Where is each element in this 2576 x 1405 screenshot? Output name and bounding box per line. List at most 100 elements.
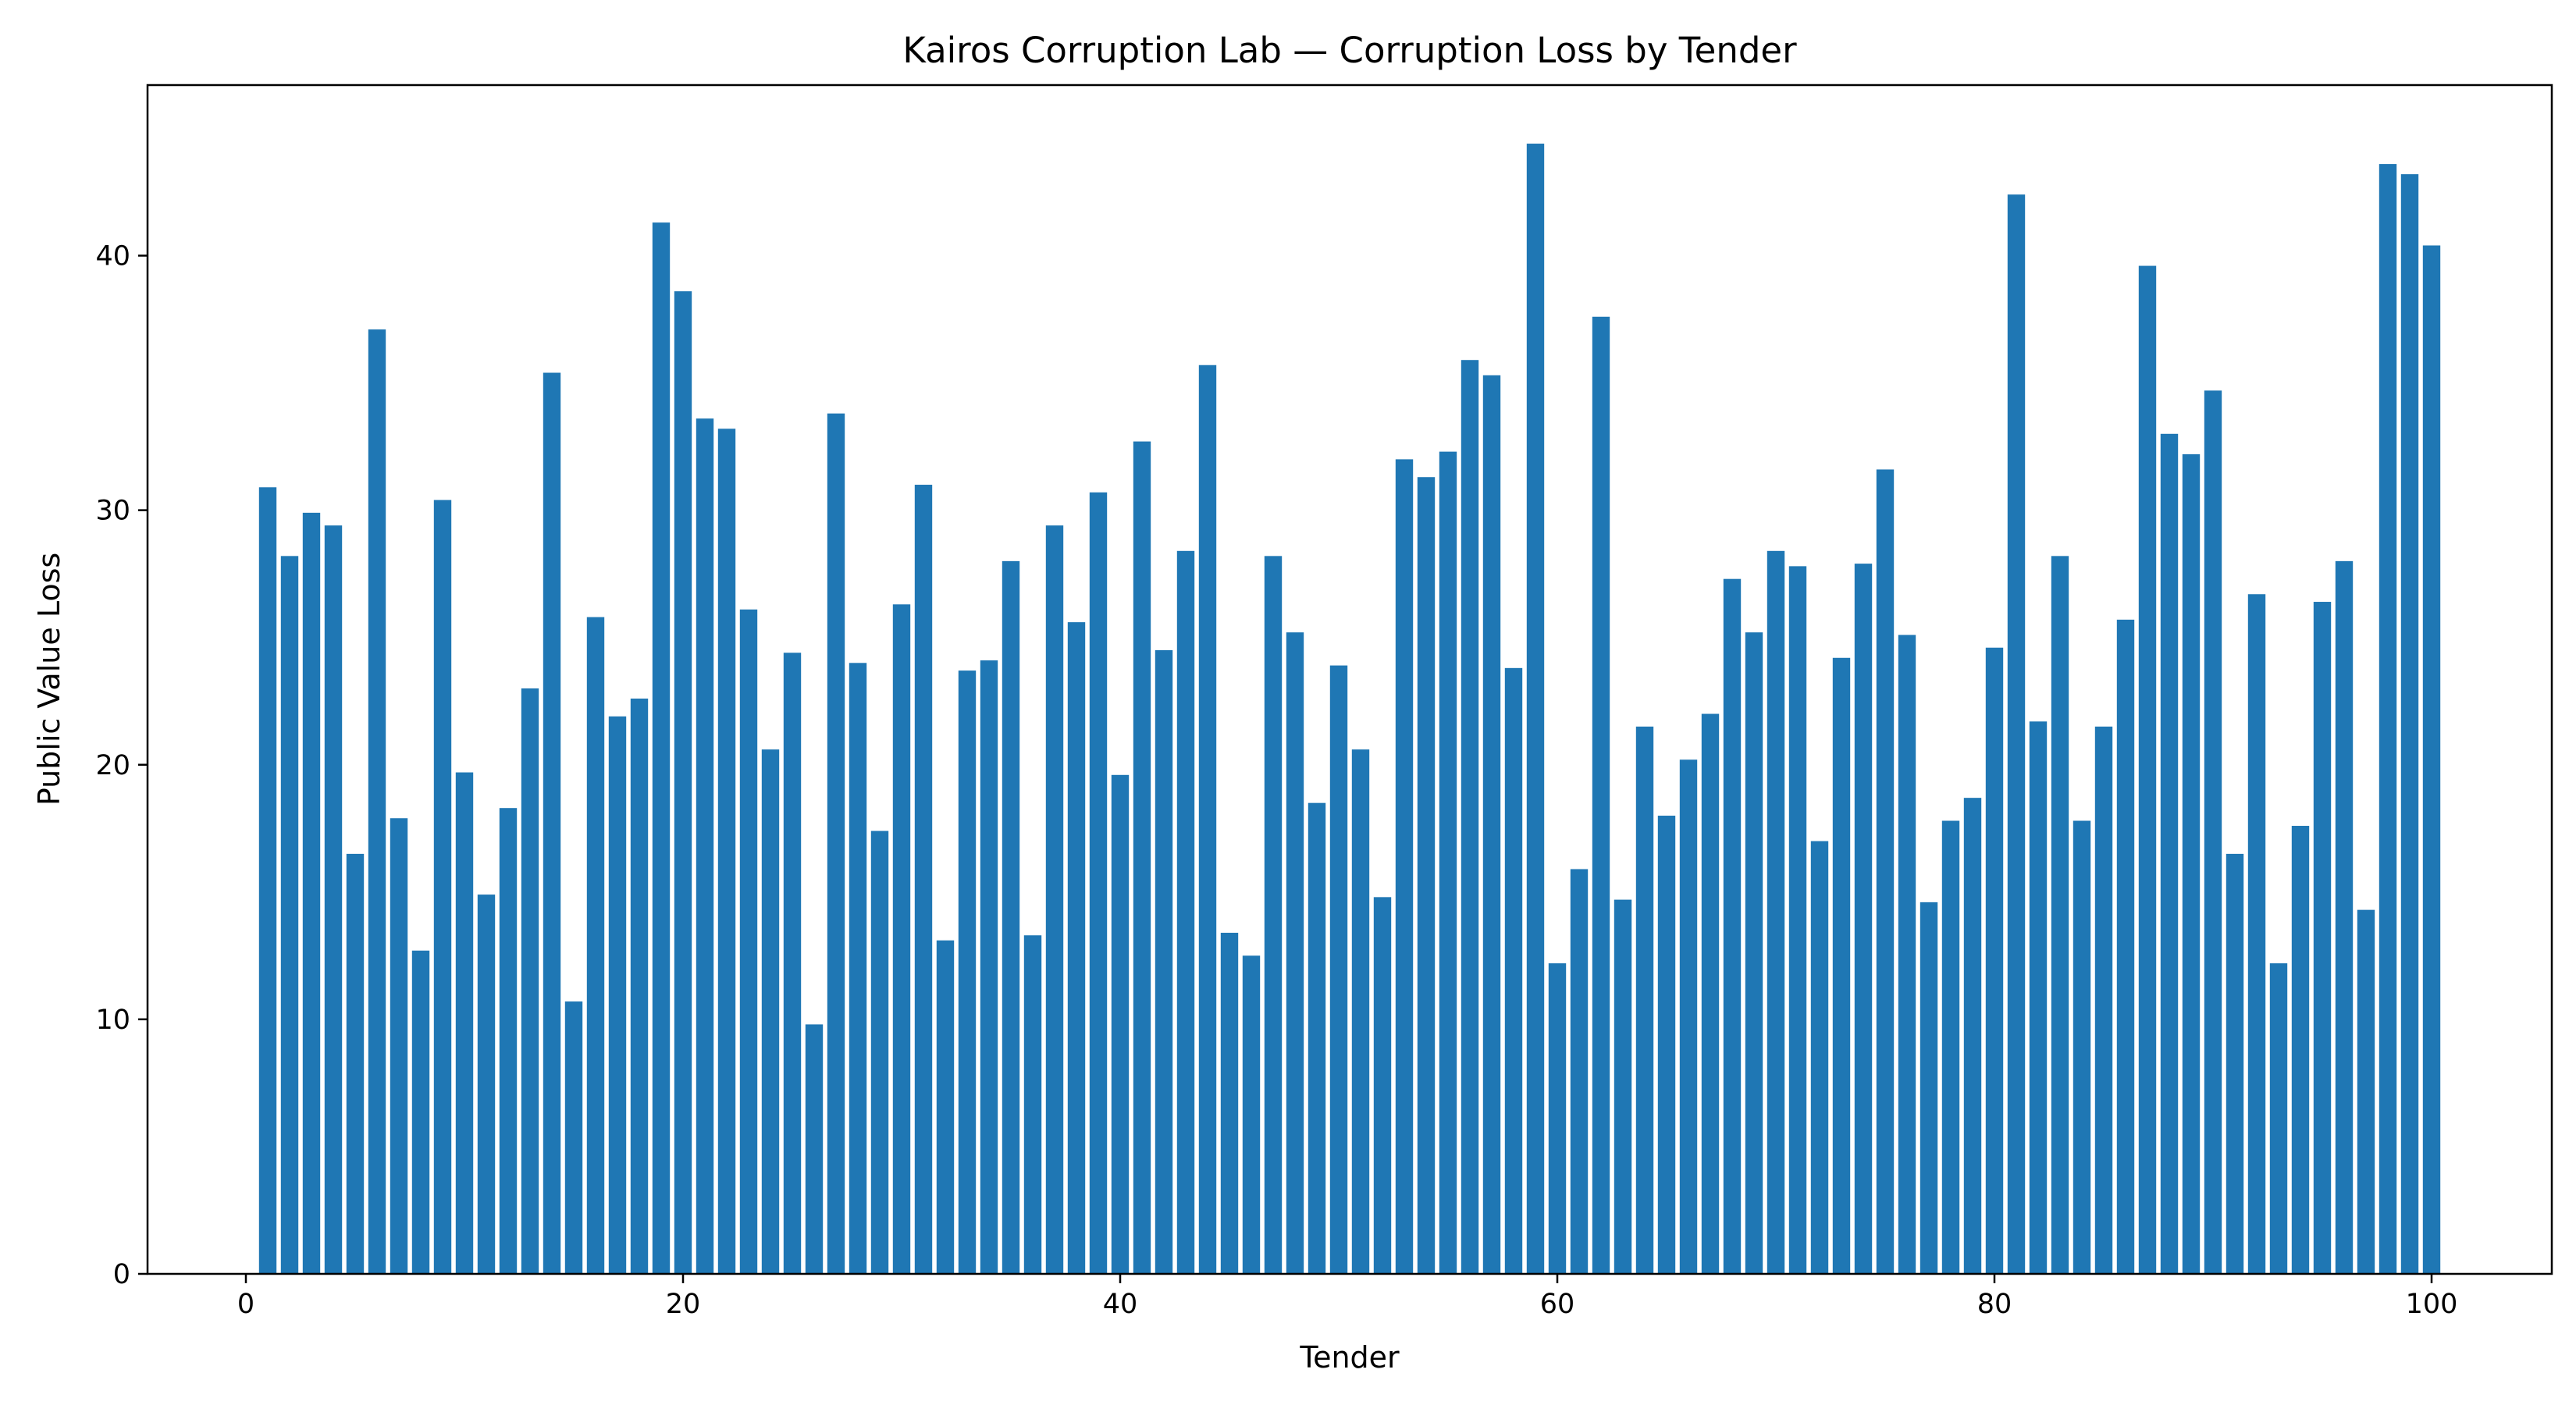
bar-tender-97	[2357, 909, 2375, 1274]
bar-tender-48	[1286, 632, 1304, 1274]
bar-tender-86	[2116, 619, 2135, 1274]
bar-tender-90	[2204, 390, 2222, 1275]
bar-tender-17	[608, 716, 627, 1274]
bar-tender-52	[1373, 897, 1392, 1274]
bar-tender-39	[1089, 492, 1108, 1274]
bar-tender-65	[1657, 815, 1676, 1274]
y-axis-label: Public Value Loss	[32, 553, 66, 806]
bar-tender-73	[1832, 657, 1851, 1274]
bar-tender-71	[1788, 566, 1807, 1274]
bar-tender-68	[1723, 578, 1742, 1274]
x-axis: 0 20 40 60 80 100	[237, 1274, 2458, 1320]
bar-tender-87	[2138, 265, 2157, 1274]
bar-tender-62	[1592, 316, 1610, 1275]
bar-tender-49	[1308, 802, 1326, 1274]
bar-tender-72	[1810, 841, 1829, 1274]
y-tick-label: 0	[113, 1259, 130, 1290]
bar-tender-66	[1679, 759, 1698, 1274]
x-axis-label: Tender	[1299, 1340, 1400, 1375]
bar-tender-36	[1023, 935, 1042, 1274]
bar-tender-27	[827, 413, 845, 1274]
bar-tender-16	[586, 617, 605, 1274]
bar-tender-63	[1614, 899, 1632, 1274]
bar-tender-34	[980, 660, 998, 1274]
bar-tender-21	[696, 418, 714, 1275]
bar-tender-2	[280, 556, 299, 1274]
bar-tender-29	[870, 831, 889, 1274]
x-tick-label: 20	[666, 1289, 701, 1320]
bar-tender-30	[892, 604, 911, 1274]
bar-tender-69	[1745, 632, 1763, 1274]
bar-tender-58	[1504, 667, 1523, 1274]
bar-tender-37	[1045, 525, 1064, 1274]
bar-tender-56	[1461, 360, 1479, 1275]
bar-tender-8	[411, 950, 430, 1274]
bar-tender-89	[2182, 454, 2201, 1274]
bar-tender-59	[1526, 144, 1545, 1275]
bar-tender-45	[1220, 932, 1239, 1274]
bar-tender-55	[1439, 451, 1457, 1274]
y-tick-label: 10	[95, 1005, 130, 1036]
bar-tender-22	[717, 429, 736, 1275]
bar-tender-1	[258, 487, 277, 1274]
bar-tender-43	[1176, 550, 1195, 1274]
bar-tender-79	[1963, 798, 1982, 1274]
bar-tender-18	[630, 698, 649, 1274]
plot-frame	[146, 84, 2553, 1275]
bar-tender-95	[2313, 602, 2332, 1274]
bar-tender-98	[2379, 164, 2397, 1274]
chart-title: Kairos Corruption Lab — Corruption Loss …	[902, 30, 1797, 71]
bar-tender-94	[2291, 826, 2310, 1274]
bar-tender-54	[1417, 477, 1436, 1274]
bar-tender-78	[1941, 820, 1960, 1274]
bar-tender-88	[2160, 433, 2179, 1274]
x-tick-label: 60	[1540, 1289, 1575, 1320]
bars-group	[258, 144, 2441, 1275]
bar-tender-44	[1198, 365, 1217, 1275]
bar-tender-77	[1920, 902, 1938, 1274]
bar-tender-92	[2247, 594, 2266, 1274]
bar-tender-3	[302, 512, 321, 1274]
bar-tender-70	[1767, 550, 1785, 1274]
bar-tender-57	[1482, 375, 1501, 1274]
bar-tender-35	[1002, 560, 1020, 1274]
bar-tender-28	[849, 663, 867, 1274]
bar-tender-12	[499, 808, 518, 1274]
bar-tender-40	[1111, 774, 1130, 1274]
bar-tender-32	[936, 940, 955, 1274]
bar-tender-33	[958, 670, 977, 1274]
bar-tender-15	[564, 1001, 583, 1274]
bar-tender-10	[455, 772, 474, 1274]
bar-tender-81	[2007, 194, 2026, 1274]
x-tick-label: 80	[1977, 1289, 2012, 1320]
bar-tender-100	[2422, 245, 2441, 1274]
x-tick-label: 100	[2406, 1289, 2458, 1320]
bar-tender-9	[433, 500, 452, 1274]
bar-tender-80	[1985, 647, 2004, 1274]
bar-tender-64	[1635, 726, 1654, 1274]
y-axis: 0 10 20 30 40	[95, 241, 148, 1290]
bar-tender-23	[739, 609, 758, 1274]
bar-tender-41	[1133, 441, 1151, 1274]
bar-tender-38	[1067, 622, 1086, 1274]
bar-tender-13	[521, 688, 539, 1274]
bar-tender-19	[652, 222, 671, 1274]
bar-tender-60	[1548, 963, 1567, 1274]
bar-tender-46	[1242, 955, 1261, 1274]
bar-tender-26	[805, 1024, 824, 1274]
bar-tender-50	[1329, 665, 1348, 1274]
bar-tender-25	[783, 653, 802, 1274]
bar-tender-7	[390, 818, 408, 1274]
bar-tender-99	[2400, 174, 2419, 1275]
bar-tender-42	[1155, 649, 1173, 1274]
bar-tender-74	[1854, 564, 1873, 1274]
y-tick-label: 20	[95, 750, 130, 781]
bar-tender-93	[2269, 963, 2288, 1274]
bar-tender-61	[1570, 869, 1589, 1274]
bar-tender-6	[368, 329, 386, 1274]
bar-tender-47	[1264, 556, 1283, 1274]
bar-tender-4	[324, 525, 343, 1274]
bar-tender-85	[2094, 726, 2113, 1274]
bar-tender-5	[346, 853, 365, 1274]
